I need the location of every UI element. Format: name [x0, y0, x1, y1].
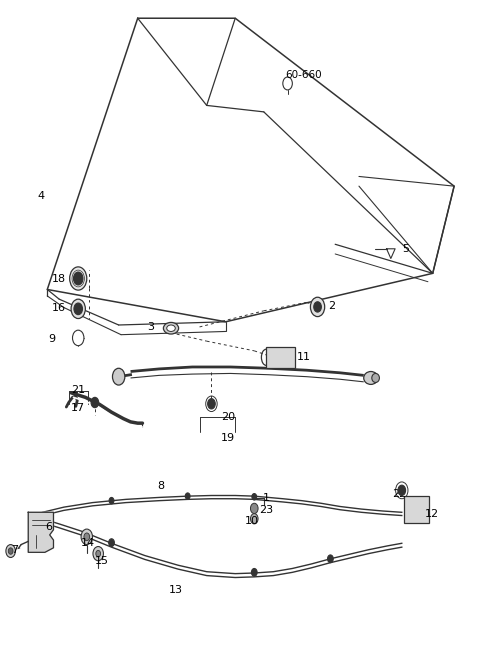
- Circle shape: [96, 551, 101, 557]
- Text: 15: 15: [95, 556, 109, 566]
- Circle shape: [93, 547, 103, 561]
- Circle shape: [314, 302, 322, 312]
- Polygon shape: [28, 512, 53, 552]
- Text: 14: 14: [81, 538, 95, 548]
- Text: 10: 10: [245, 516, 259, 526]
- Ellipse shape: [163, 322, 179, 334]
- Circle shape: [185, 493, 190, 499]
- Text: 22: 22: [392, 489, 407, 499]
- Circle shape: [109, 497, 114, 504]
- Circle shape: [70, 267, 87, 290]
- Circle shape: [311, 297, 324, 317]
- Text: 12: 12: [425, 508, 439, 519]
- Circle shape: [6, 545, 15, 558]
- Circle shape: [252, 569, 257, 577]
- Circle shape: [327, 555, 333, 563]
- Circle shape: [71, 299, 85, 318]
- Text: 8: 8: [157, 482, 164, 491]
- Circle shape: [398, 485, 406, 495]
- Text: 2: 2: [328, 301, 335, 311]
- Circle shape: [81, 529, 93, 545]
- Bar: [404, 495, 429, 523]
- Text: 5: 5: [402, 244, 409, 254]
- Text: 9: 9: [48, 334, 55, 345]
- Text: 20: 20: [221, 411, 235, 422]
- Ellipse shape: [372, 374, 379, 382]
- Text: 18: 18: [52, 274, 66, 283]
- Text: 13: 13: [168, 585, 182, 595]
- Circle shape: [251, 514, 258, 524]
- Text: 11: 11: [297, 352, 311, 362]
- Text: 6: 6: [45, 521, 52, 532]
- Text: 21: 21: [71, 385, 85, 395]
- Text: 16: 16: [52, 302, 66, 313]
- Circle shape: [91, 397, 99, 408]
- Circle shape: [252, 493, 257, 500]
- Text: 60-660: 60-660: [285, 70, 322, 80]
- FancyBboxPatch shape: [266, 347, 295, 368]
- Text: 4: 4: [38, 191, 45, 201]
- Circle shape: [251, 503, 258, 514]
- Text: 17: 17: [71, 402, 85, 413]
- Text: 3: 3: [147, 322, 154, 332]
- Circle shape: [72, 330, 84, 346]
- Ellipse shape: [364, 372, 378, 384]
- Text: 19: 19: [221, 433, 235, 443]
- Circle shape: [84, 533, 90, 541]
- Circle shape: [73, 272, 83, 285]
- Circle shape: [112, 369, 125, 385]
- Circle shape: [208, 398, 215, 409]
- Circle shape: [108, 539, 114, 547]
- Text: 7: 7: [11, 545, 18, 554]
- Text: 1: 1: [263, 493, 270, 503]
- Ellipse shape: [167, 325, 175, 332]
- Circle shape: [74, 303, 83, 315]
- Circle shape: [8, 548, 13, 554]
- Text: 23: 23: [259, 504, 273, 515]
